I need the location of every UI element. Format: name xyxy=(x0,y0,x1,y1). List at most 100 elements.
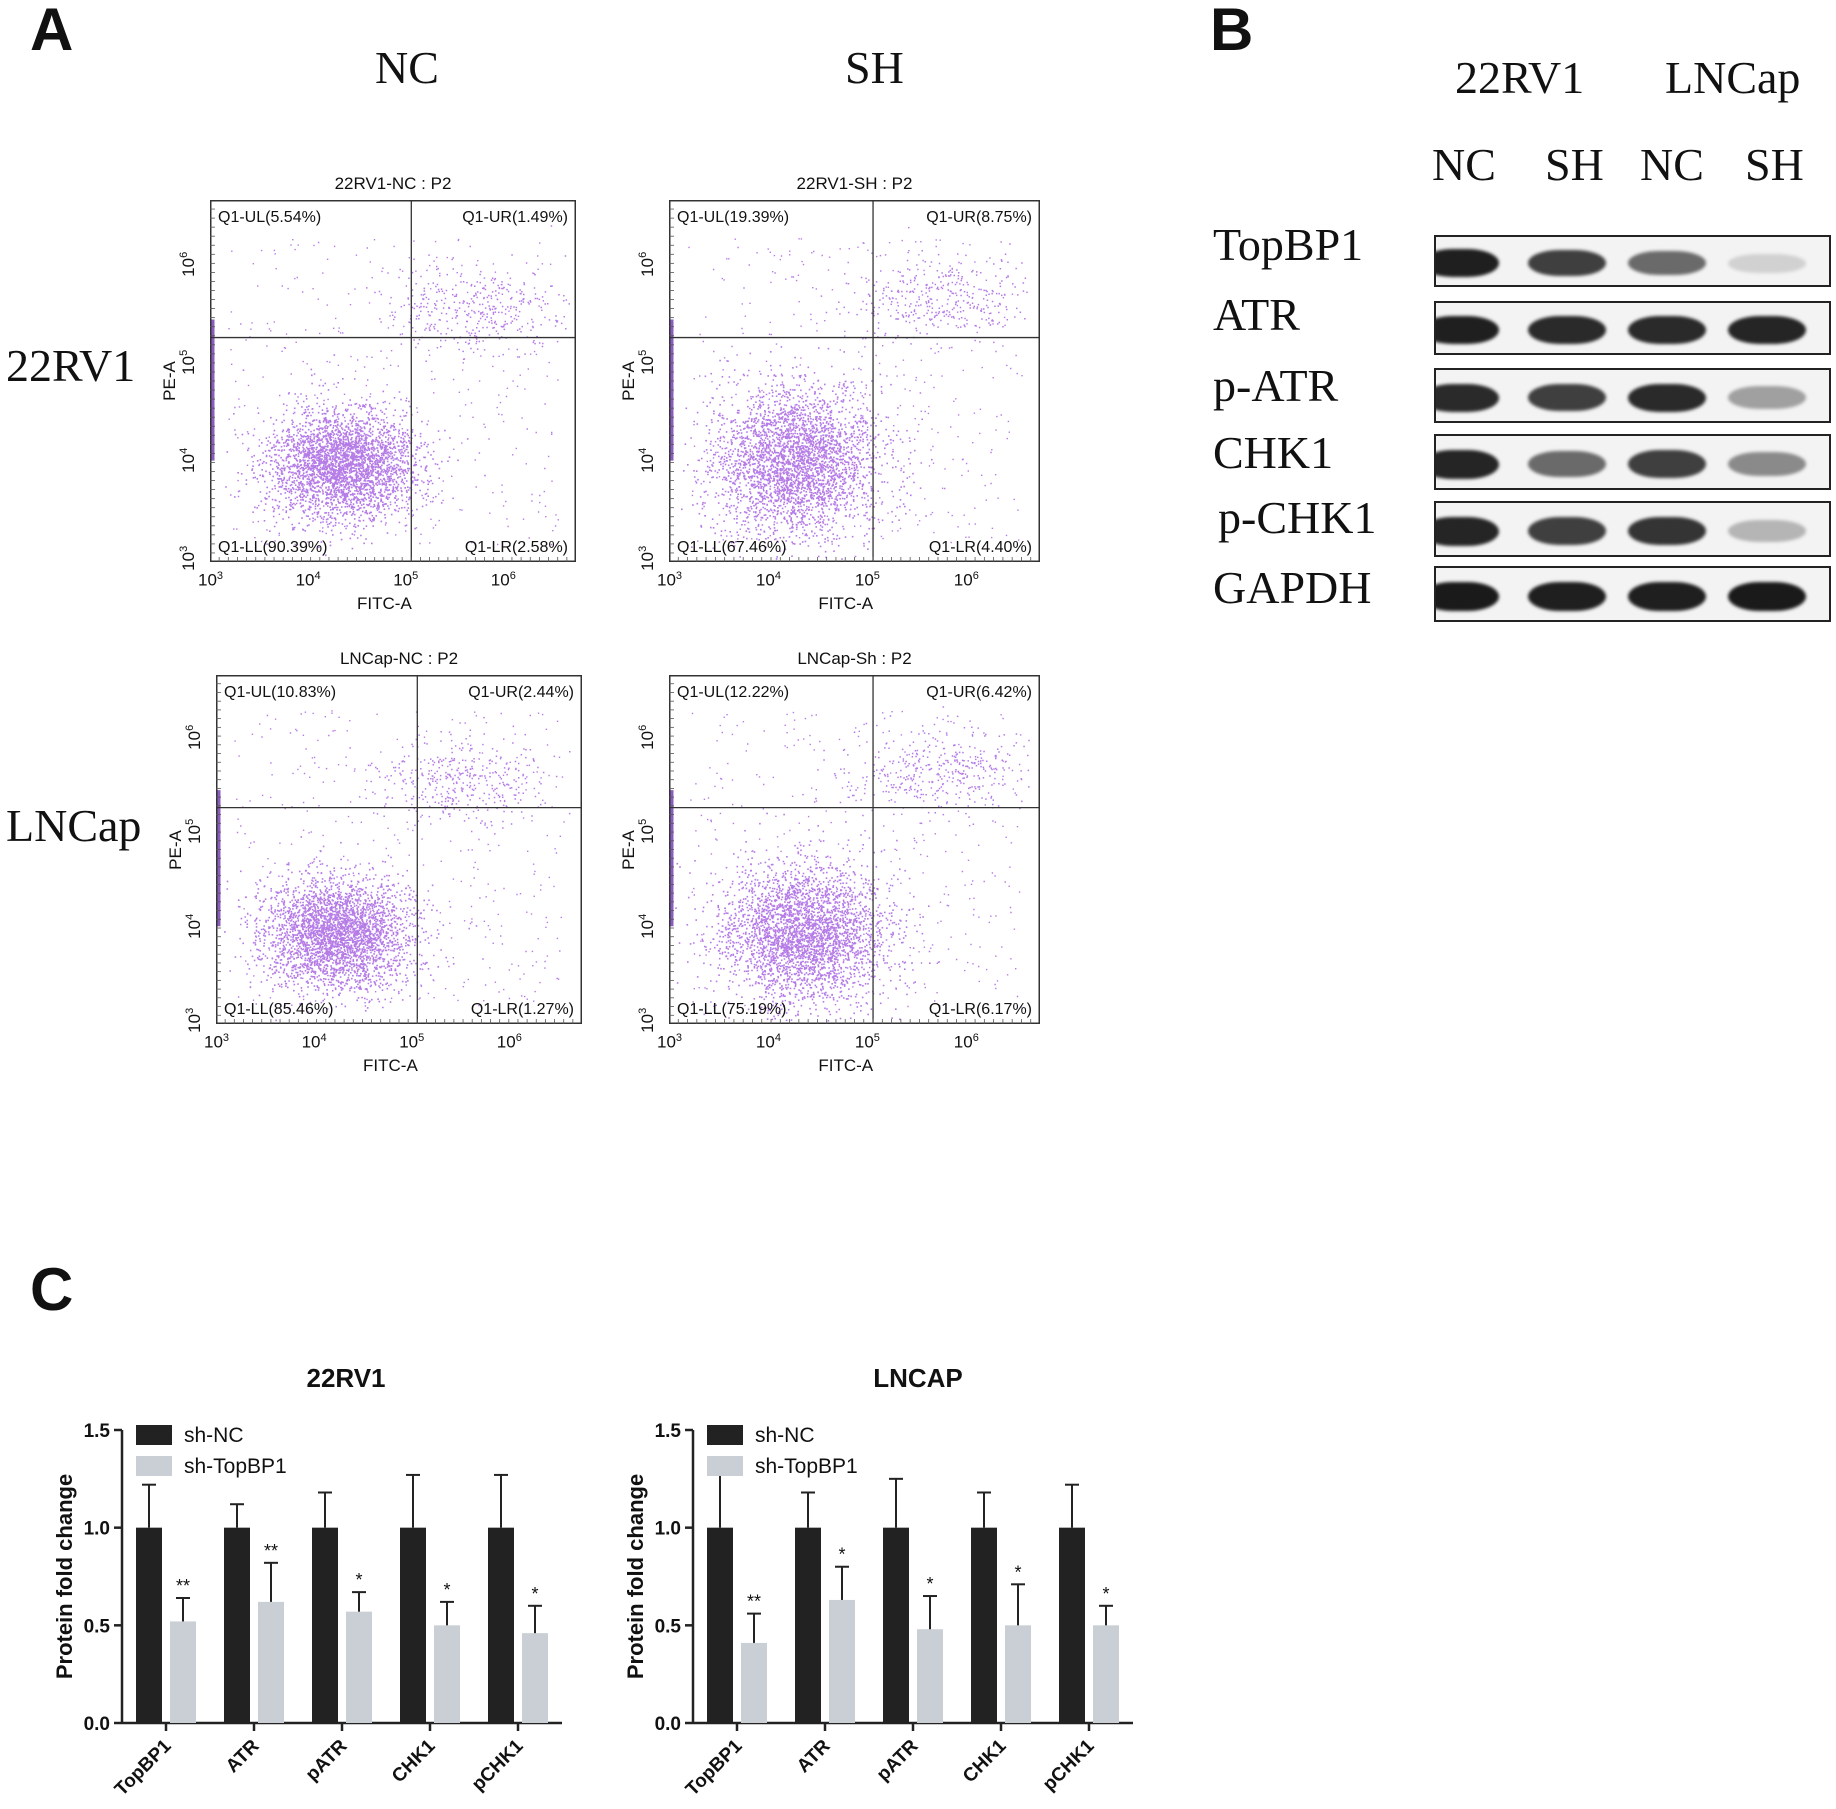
x-tick-label: CHK1 xyxy=(959,1735,1011,1787)
y-tick-label: 0.0 xyxy=(84,1714,110,1735)
y-axis-title: PE-A xyxy=(159,361,179,401)
x-tick-label: 105 xyxy=(854,570,880,590)
x-tick-label: TopBP1 xyxy=(682,1735,747,1800)
wb-band xyxy=(1728,316,1806,344)
wb-band xyxy=(1436,384,1499,412)
bar-sh-nc xyxy=(883,1527,909,1723)
y-tick-label: 104 xyxy=(178,447,198,474)
y-tick-label: 103 xyxy=(184,1007,204,1033)
bar-sh-nc xyxy=(795,1527,821,1723)
bar-sh-nc xyxy=(971,1527,997,1723)
wb-cellline-lncap: LNCap xyxy=(1665,52,1801,103)
wb-protein-label: TopBP1 xyxy=(1213,219,1364,270)
y-tick-label: 1.5 xyxy=(84,1421,111,1442)
bar-sh-topbp1 xyxy=(346,1611,372,1723)
y-tick-label: 105 xyxy=(637,819,657,845)
y-tick-label: 105 xyxy=(184,819,204,845)
wb-band xyxy=(1728,582,1806,611)
bar-sh-topbp1 xyxy=(829,1599,855,1723)
flow-plot: Q1-UL(12.22%) Q1-UR(6.42%) Q1-LL(75.19%) Q1… xyxy=(669,675,1040,1024)
quadrant-lr-label: Q1-LR(4.40%) xyxy=(929,539,1032,556)
x-tick-label: 103 xyxy=(657,570,683,590)
wb-band xyxy=(1436,249,1499,277)
wb-blot-strip xyxy=(1434,301,1831,355)
significance-mark: * xyxy=(531,1584,538,1604)
wb-band xyxy=(1628,450,1706,478)
bar-sh-topbp1 xyxy=(917,1629,943,1723)
wb-band xyxy=(1436,582,1499,611)
wb-cellline-22rv1: 22RV1 xyxy=(1455,52,1585,103)
wb-band xyxy=(1436,450,1499,479)
wb-band xyxy=(1528,517,1606,545)
quadrant-ll-label: Q1-LL(75.19%) xyxy=(677,1001,786,1018)
bar-sh-topbp1 xyxy=(170,1621,196,1723)
y-tick-label: 0.0 xyxy=(655,1714,681,1735)
flow-plot-title: 22RV1-SH : P2 xyxy=(796,174,913,193)
x-tick-label: ATR xyxy=(222,1735,264,1777)
legend-label: sh-NC xyxy=(184,1424,244,1447)
wb-band xyxy=(1628,316,1706,344)
wb-band xyxy=(1528,250,1606,276)
event-dots xyxy=(225,225,570,557)
x-tick-label: 104 xyxy=(295,570,321,590)
wb-protein-label: GAPDH xyxy=(1213,562,1372,613)
legend-label: sh-TopBP1 xyxy=(184,1455,287,1478)
quadrant-ul-label: Q1-UL(5.54%) xyxy=(218,209,321,226)
plot-frame xyxy=(669,200,1040,562)
wb-lane-3: NC xyxy=(1640,139,1704,190)
y-tick-label: 106 xyxy=(184,724,204,750)
bar-sh-nc xyxy=(224,1527,250,1723)
x-tick-label: pATR xyxy=(873,1735,923,1785)
panel-letter-b: B xyxy=(1210,0,1254,63)
wb-protein-label: CHK1 xyxy=(1213,427,1334,478)
x-tick-label: 103 xyxy=(657,1032,683,1052)
flow-plot-title: 22RV1-NC : P2 xyxy=(334,174,452,193)
y-axis-title: PE-A xyxy=(618,829,638,870)
wb-blot-strip xyxy=(1434,235,1831,287)
bar-sh-nc xyxy=(707,1527,733,1723)
x-tick-label: TopBP1 xyxy=(111,1735,176,1800)
bar-sh-topbp1 xyxy=(1005,1625,1031,1723)
y-tick-label: 1.0 xyxy=(84,1519,110,1540)
panel-letter-a: A xyxy=(30,0,74,63)
y-axis-title: PE-A xyxy=(165,829,185,870)
x-tick-label: 104 xyxy=(755,570,781,590)
wb-band xyxy=(1628,251,1706,275)
y-axis-title: Protein fold change xyxy=(623,1474,648,1679)
significance-mark: * xyxy=(443,1580,450,1600)
significance-mark: * xyxy=(926,1574,933,1594)
quadrant-ll-label: Q1-LL(67.46%) xyxy=(677,539,786,556)
x-tick-label: 105 xyxy=(854,1032,880,1052)
y-tick-label: 1.0 xyxy=(655,1519,681,1540)
y-tick-label: 106 xyxy=(637,252,657,278)
significance-mark: * xyxy=(1102,1584,1109,1604)
wb-blot-strip xyxy=(1434,566,1831,622)
y-tick-label: 106 xyxy=(178,252,198,278)
wb-protein-label: ATR xyxy=(1213,289,1300,340)
x-tick-label: 106 xyxy=(490,570,516,590)
x-tick-label: ATR xyxy=(793,1735,835,1777)
x-tick-label: 106 xyxy=(953,1032,979,1052)
flow-plot-title: LNCap-Sh : P2 xyxy=(797,649,912,668)
wb-band xyxy=(1728,452,1806,476)
y-axis-title: Protein fold change xyxy=(52,1474,77,1679)
wb-band xyxy=(1528,316,1606,344)
x-axis-title: FITC-A xyxy=(818,594,874,613)
x-tick-label: 106 xyxy=(953,570,979,590)
column-header-sh: SH xyxy=(845,42,904,93)
quadrant-ll-label: Q1-LL(90.39%) xyxy=(218,539,327,556)
wb-band xyxy=(1628,582,1706,611)
wb-blot-strip xyxy=(1434,368,1831,423)
wb-band xyxy=(1528,384,1606,411)
column-header-nc: NC xyxy=(375,42,439,93)
bar-sh-topbp1 xyxy=(1093,1625,1119,1723)
panel-letter-c: C xyxy=(30,1256,74,1323)
wb-lane-2: SH xyxy=(1545,139,1604,190)
wb-band xyxy=(1436,316,1499,344)
bar-sh-topbp1 xyxy=(522,1633,548,1723)
wb-band xyxy=(1628,517,1706,545)
wb-lane-1: NC xyxy=(1432,139,1496,190)
quadrant-ul-label: Q1-UL(19.39%) xyxy=(677,209,789,226)
y-tick-label: 103 xyxy=(637,1007,657,1033)
